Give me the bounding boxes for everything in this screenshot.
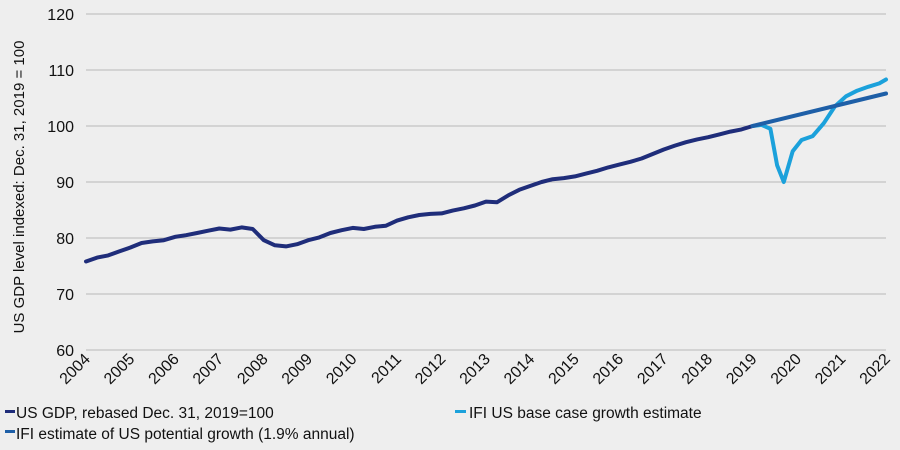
x-tick-label: 2014 [501, 351, 538, 388]
y-tick-label: 60 [56, 343, 74, 360]
x-tick-label: 2015 [546, 351, 583, 388]
series-line-potential-growth [750, 91, 888, 128]
x-axis-ticks: 2004 2005 2006 2007 2008 2009 2010 2011 2012 2013… [57, 351, 894, 388]
x-tick-label: 2021 [812, 351, 849, 388]
x-tick-label: 2009 [279, 351, 316, 388]
x-tick-label: 2007 [190, 351, 227, 388]
x-tick-label: 2011 [369, 351, 405, 387]
x-tick-label: 2016 [590, 351, 627, 388]
y-tick-label: 120 [47, 7, 74, 24]
x-tick-label: 2018 [679, 351, 716, 388]
x-tick-label: 2020 [768, 351, 805, 388]
series-line-base-case [750, 77, 888, 184]
y-tick-label: 100 [47, 119, 74, 136]
x-tick-label: 2005 [101, 351, 138, 388]
x-tick-label: 2010 [323, 351, 360, 388]
x-tick-label: 2013 [457, 351, 494, 388]
y-tick-label: 80 [56, 231, 74, 248]
x-tick-label: 2008 [234, 351, 271, 388]
x-tick-label: 2006 [146, 351, 183, 388]
x-tick-label: 2012 [412, 351, 449, 388]
legend-label-us-gdp: US GDP, rebased Dec. 31, 2019=100 [16, 405, 274, 422]
y-tick-label: 110 [48, 63, 74, 80]
x-tick-label: 2022 [857, 351, 894, 388]
x-tick-label: 2017 [634, 351, 671, 388]
legend-swatch-potential-growth [5, 430, 15, 433]
x-tick-label: 2019 [723, 351, 760, 388]
legend-item-us-gdp: US GDP, rebased Dec. 31, 2019=100 [5, 405, 274, 422]
y-axis-label: US GDP level indexed: Dec. 31, 2019 = 10… [11, 41, 28, 334]
y-tick-label: 90 [56, 175, 74, 192]
series-line-us-gdp [84, 124, 755, 264]
y-axis-ticks: 60 70 80 90 100 110 120 [47, 7, 74, 360]
legend-item-potential-growth: IFI estimate of US potential growth (1.9… [5, 426, 355, 443]
series-lines [84, 77, 888, 264]
gridlines [86, 13, 886, 351]
legend-label-base-case: IFI US base case growth estimate [469, 405, 702, 422]
legend-label-potential-growth: IFI estimate of US potential growth (1.9… [16, 426, 355, 443]
legend-swatch-us-gdp [5, 410, 15, 413]
legend: US GDP, rebased Dec. 31, 2019=100 IFI US… [5, 405, 702, 443]
legend-item-base-case: IFI US base case growth estimate [455, 405, 702, 422]
legend-swatch-base-case [455, 410, 466, 413]
y-tick-label: 70 [56, 287, 74, 304]
